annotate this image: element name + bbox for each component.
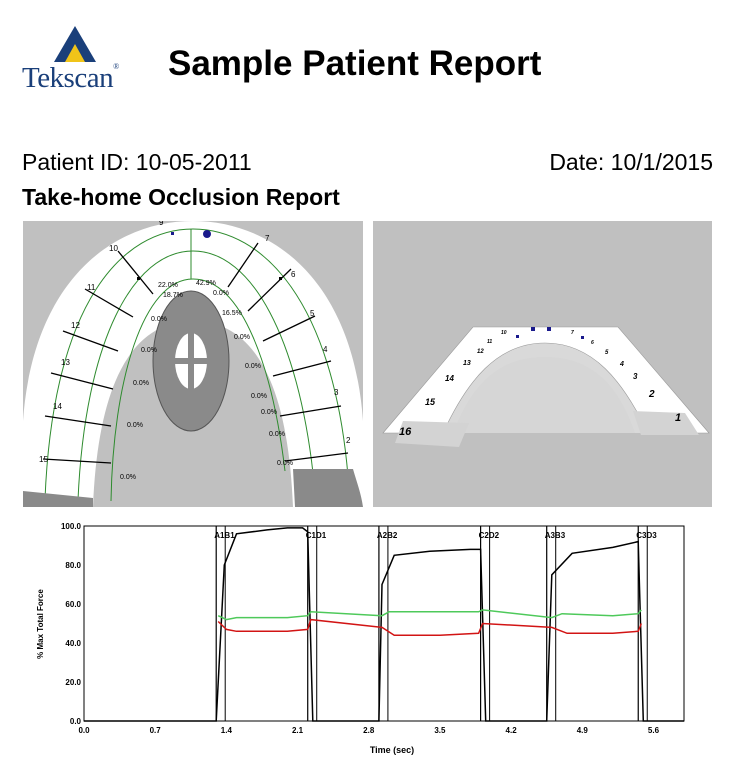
- marker-label: C3D3: [636, 531, 657, 540]
- x-tick-label: 3.5: [434, 726, 446, 735]
- report-date: Date: 10/1/2015: [549, 149, 713, 175]
- tooth-number: 10: [501, 330, 507, 336]
- page-title: Sample Patient Report: [168, 44, 542, 83]
- x-tick-label: 5.6: [648, 726, 660, 735]
- percent-label: 0.0%: [141, 347, 157, 354]
- tooth-number: 14: [53, 402, 62, 411]
- percent-label: 0.0%: [133, 380, 149, 387]
- tooth-number: 15: [425, 397, 436, 407]
- tooth-number: 7: [265, 234, 270, 243]
- x-tick-label: 0.0: [78, 726, 90, 735]
- series-line: [217, 609, 642, 621]
- marker-label: C2D2: [479, 531, 500, 540]
- x-tick-label: 4.9: [577, 726, 589, 735]
- tooth-number: 11: [487, 339, 492, 345]
- marker-label: C1D1: [306, 531, 327, 540]
- percent-label: 0.0%: [127, 422, 143, 429]
- tooth-number: 7: [571, 330, 574, 336]
- chart-series: [84, 527, 684, 722]
- x-tick-label: 0.7: [150, 726, 162, 735]
- percent-label: 0.0%: [269, 431, 285, 438]
- tooth-number: 3: [633, 372, 638, 381]
- plot-area: [83, 525, 685, 722]
- tooth-number: 5: [310, 309, 315, 318]
- y-axis-label: % Max Total Force: [36, 589, 45, 659]
- percent-label: 0.0%: [213, 290, 229, 297]
- percent-label: 0.0%: [120, 474, 136, 481]
- tooth-number: 13: [463, 360, 471, 367]
- tooth-number: 5: [605, 350, 609, 356]
- tooth-number: 13: [61, 358, 70, 367]
- tooth-number: 2: [346, 436, 351, 445]
- percent-label: 0.0%: [277, 460, 293, 467]
- percent-label: 0.0%: [251, 393, 267, 400]
- tooth-number: 6: [291, 270, 296, 279]
- tooth-number: 12: [71, 321, 80, 330]
- tooth-number: 11: [87, 283, 96, 292]
- tooth-number: 9: [159, 221, 164, 227]
- tooth-number: 6: [591, 340, 594, 346]
- patient-id: Patient ID: 10-05-2011: [22, 149, 252, 175]
- x-tick-label: 1.4: [221, 726, 233, 735]
- tooth-number: 1: [675, 412, 681, 424]
- tooth-number: 14: [445, 374, 454, 383]
- percent-label: 18.7%: [163, 292, 183, 299]
- tooth-number: 10: [109, 244, 118, 253]
- tooth-number: 4: [323, 345, 328, 354]
- y-tick-label: 80.0: [65, 561, 81, 570]
- tooth-number: 15: [39, 455, 48, 464]
- occlusion-2d-view: 9 10 11 12 13 14 15 7 6 5 4 3 2 22.0% 42…: [23, 221, 363, 507]
- y-tick-label: 20.0: [65, 678, 81, 687]
- percent-label: 0.0%: [245, 363, 261, 370]
- x-tick-label: 2.1: [292, 726, 304, 735]
- percent-label: 42.9%: [196, 280, 216, 287]
- percent-label: 22.0%: [158, 282, 178, 289]
- tooth-number: 3: [334, 388, 339, 397]
- x-tick-label: 4.2: [506, 726, 518, 735]
- y-tick-label: 60.0: [65, 600, 81, 609]
- tooth-number: 16: [399, 426, 412, 438]
- tooth-number: 12: [477, 349, 484, 355]
- chart-axes: 0.0 0.7 1.4 2.1 2.8 3.5 4.2 4.9 5.6 0.0 20.0 40.0 60…: [61, 522, 685, 735]
- percent-label: 16.5%: [222, 310, 242, 317]
- y-tick-label: 0.0: [70, 717, 82, 726]
- tooth-number: 2: [648, 389, 655, 400]
- marker-label: A3B3: [545, 531, 566, 540]
- marker-label: A1B1: [214, 531, 235, 540]
- tekscan-logo: [54, 26, 96, 62]
- series-line: [217, 618, 642, 636]
- x-axis-label: Time (sec): [370, 745, 414, 755]
- report-subtitle: Take-home Occlusion Report: [22, 184, 340, 210]
- x-tick-label: 2.8: [363, 726, 375, 735]
- series-line: [84, 527, 684, 722]
- percent-label: 0.0%: [261, 409, 277, 416]
- marker-label: A2B2: [377, 531, 398, 540]
- y-tick-label: 100.0: [61, 522, 82, 531]
- y-tick-label: 40.0: [65, 639, 81, 648]
- tooth-number: 4: [619, 361, 624, 368]
- percent-label: 0.0%: [151, 316, 167, 323]
- logo-text: Tekscan®: [22, 62, 119, 94]
- chart-markers: A1B1 C1D1 A2B2 C2D2 A3B3 C3D3: [214, 526, 657, 721]
- percent-label: 0.0%: [234, 334, 250, 341]
- force-time-chart: 0.0 0.7 1.4 2.1 2.8 3.5 4.2 4.9 5.6 0.0 20.0 40.0 60…: [36, 522, 685, 755]
- occlusion-3d-view: 10 11 12 13 14 15 16 7 6 5 4 3 2 1: [373, 221, 712, 507]
